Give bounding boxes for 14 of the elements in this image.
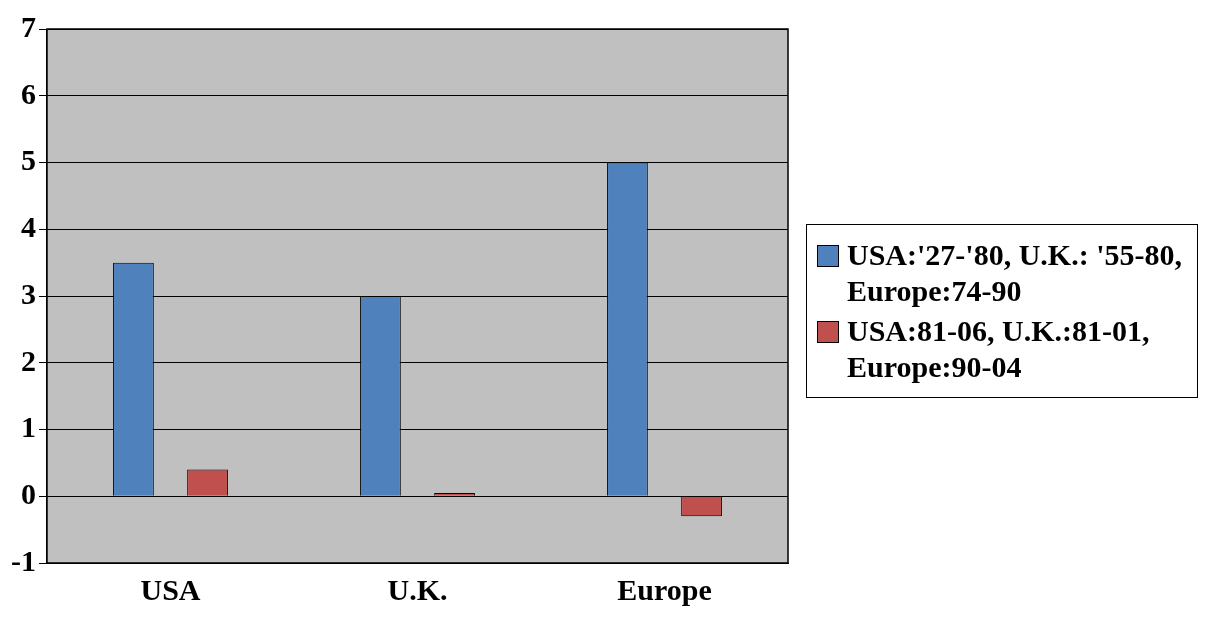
legend-label: USA:'27-'80, U.K.: '55-80, Europe:74-90	[847, 236, 1183, 309]
y-tick-label: 0	[20, 477, 36, 510]
y-tick-label: 3	[20, 276, 36, 310]
x-tick-label: USA	[140, 572, 201, 606]
x-tick-label: U.K.	[387, 572, 448, 606]
legend-label: USA:81-06, U.K.:81-01, Europe:90-04	[847, 312, 1151, 385]
y-tick-label: 4	[20, 210, 36, 243]
y-tick-label: 1	[20, 410, 36, 444]
y-tick-label: 5	[20, 143, 36, 177]
x-tick-label: Europe	[617, 572, 712, 606]
y-tick-label: -1	[10, 543, 36, 577]
y-tick-label: 6	[20, 76, 36, 110]
y-tick-label: 7	[20, 9, 36, 43]
y-tick-label: 2	[20, 343, 36, 377]
